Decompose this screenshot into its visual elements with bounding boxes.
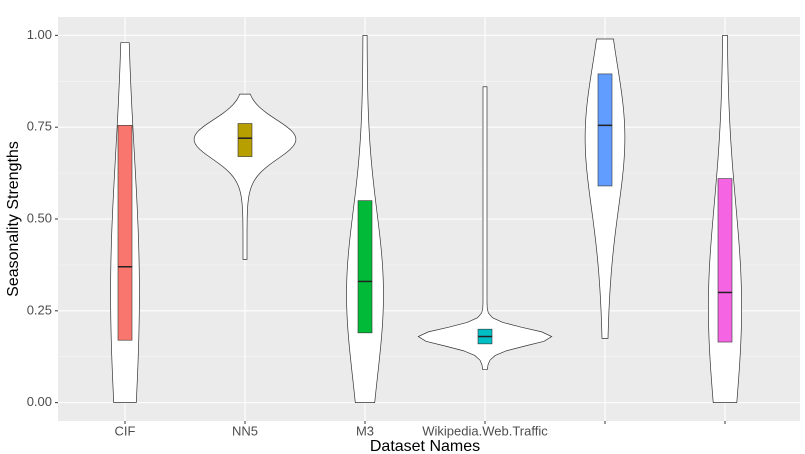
y-tick-label: 1.00 bbox=[27, 27, 52, 42]
x-tick-label: Wikipedia.Web.Traffic bbox=[422, 423, 548, 438]
y-axis-title: Seasonality Strengths bbox=[5, 141, 22, 297]
box bbox=[237, 123, 253, 157]
box bbox=[357, 200, 373, 334]
violin bbox=[417, 86, 553, 370]
x-tick-label: NN5 bbox=[232, 423, 258, 438]
x-tick-label: CIF bbox=[115, 423, 136, 438]
x-axis-title: Dataset Names bbox=[370, 438, 480, 454]
box bbox=[597, 73, 613, 187]
violin bbox=[584, 38, 626, 339]
y-tick-label: 0.75 bbox=[27, 119, 52, 134]
x-tick-label: M3 bbox=[356, 423, 374, 438]
violin bbox=[193, 93, 297, 260]
y-tick-label: 0.25 bbox=[27, 302, 52, 317]
y-tick-label: 0.00 bbox=[27, 394, 52, 409]
box bbox=[117, 125, 133, 341]
box bbox=[717, 178, 733, 343]
y-tick-label: 0.50 bbox=[27, 210, 52, 225]
